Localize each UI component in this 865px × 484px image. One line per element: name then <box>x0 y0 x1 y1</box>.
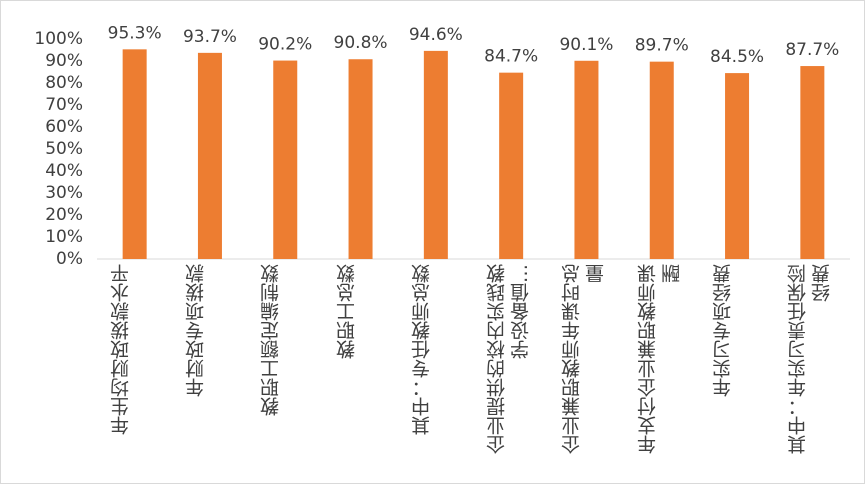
x-tick-label: 年实习专项经费 <box>712 264 735 397</box>
y-tick-label: 90% <box>45 51 83 71</box>
x-tick-label: 年财政专项拨款 <box>184 264 207 397</box>
bar <box>574 60 599 259</box>
y-tick-label: 0% <box>56 249 83 269</box>
bar <box>800 66 825 259</box>
y-tick-label: 30% <box>45 183 83 203</box>
y-tick-label: 50% <box>45 139 83 159</box>
x-tick-label: 企业兼职教师年课时总量 <box>561 264 608 454</box>
bar <box>122 49 147 260</box>
value-label: 90.1% <box>559 35 613 55</box>
x-tick-label: 企业提供的校内实践教学设备值… <box>486 264 533 454</box>
value-label: 90.2% <box>258 35 312 55</box>
bar <box>725 73 750 259</box>
x-tick-label: 教职工额定编制数 <box>260 264 283 416</box>
x-tick-label: 其中：年实习责任保险经费 <box>787 264 834 454</box>
value-label: 90.8% <box>334 33 388 53</box>
bar <box>273 60 298 260</box>
y-tick-label: 20% <box>45 205 83 225</box>
y-tick-label: 80% <box>45 73 83 93</box>
y-tick-label: 70% <box>45 95 83 115</box>
value-label: 93.7% <box>183 27 237 47</box>
value-label: 94.6% <box>409 25 463 45</box>
x-tick-label: 其中：专任教师总数 <box>410 264 433 435</box>
y-tick-label: 60% <box>45 117 83 137</box>
y-tick-label: 10% <box>45 227 83 247</box>
bar <box>423 50 448 259</box>
bar <box>348 59 373 259</box>
value-label: 87.7% <box>785 40 839 60</box>
y-tick-label: 100% <box>34 29 83 49</box>
value-label: 89.7% <box>635 36 689 56</box>
x-tick-label: 教职工总数 <box>335 264 358 359</box>
bar <box>197 52 222 259</box>
value-label: 84.7% <box>484 47 538 67</box>
x-tick-label: 年支付企业兼职教师课酬 <box>636 264 683 454</box>
y-tick-label: 40% <box>45 161 83 181</box>
x-tick-label: 年生均财政拨款水平 <box>109 264 132 435</box>
value-label: 95.3% <box>108 23 162 43</box>
value-label: 84.5% <box>710 47 764 67</box>
bar <box>649 61 674 259</box>
bar <box>499 72 524 259</box>
